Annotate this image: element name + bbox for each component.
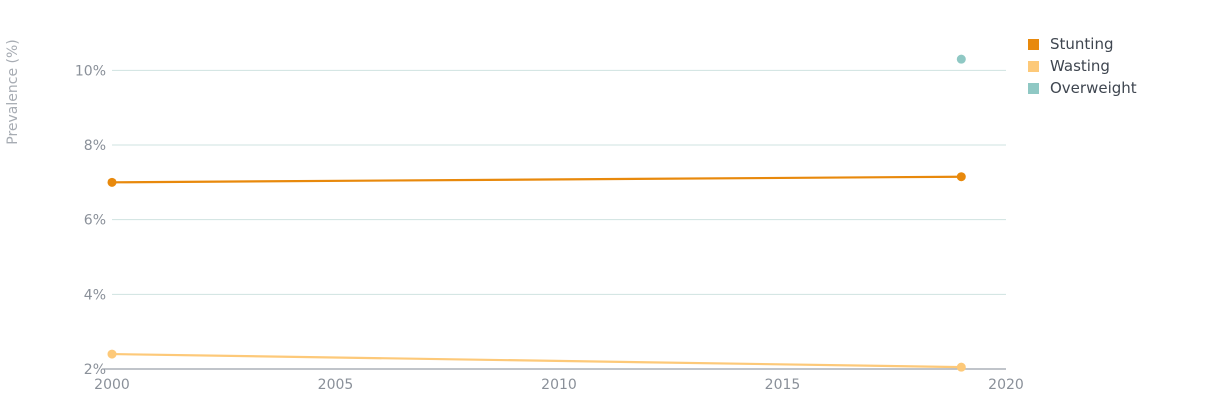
axes: 2% 4% 6% 8% 10% 2000 2005 2010 2015 2020 [75, 63, 1024, 393]
series-stunting [107, 172, 966, 187]
legend-item-overweight[interactable]: Overweight [1028, 77, 1137, 99]
data-point-stunting[interactable] [107, 177, 117, 187]
legend-swatch [1028, 60, 1039, 72]
data-point-wasting[interactable] [107, 349, 117, 359]
data-point-stunting[interactable] [956, 172, 966, 182]
y-tick-label: 10% [75, 63, 106, 79]
series-layer [107, 54, 966, 372]
data-point-overweight[interactable] [956, 54, 966, 64]
y-tick-label: 2% [84, 362, 106, 378]
x-tick-label: 2010 [541, 377, 577, 393]
legend: Stunting Wasting Overweight [1028, 33, 1137, 99]
series-overweight [956, 54, 966, 64]
x-tick-label: 2015 [765, 377, 801, 393]
x-tick-label: 2020 [988, 377, 1024, 393]
series-line-wasting [111, 352, 962, 369]
y-tick-label: 8% [84, 138, 106, 154]
legend-swatch [1028, 82, 1039, 94]
y-axis-label: Prevalence (%) [5, 39, 21, 145]
legend-item-wasting[interactable]: Wasting [1028, 55, 1137, 77]
x-tick-label: 2000 [94, 377, 130, 393]
series-line-stunting [111, 175, 962, 184]
series-wasting [107, 349, 966, 372]
legend-item-stunting[interactable]: Stunting [1028, 33, 1137, 55]
x-tick-label: 2005 [318, 377, 354, 393]
gridlines [112, 69, 1006, 295]
data-point-wasting[interactable] [956, 362, 966, 372]
legend-swatch [1028, 38, 1039, 50]
y-tick-label: 4% [84, 287, 106, 303]
y-tick-label: 6% [84, 213, 106, 229]
legend-label: Wasting [1050, 57, 1110, 75]
legend-label: Stunting [1050, 35, 1114, 53]
legend-label: Overweight [1050, 79, 1137, 97]
